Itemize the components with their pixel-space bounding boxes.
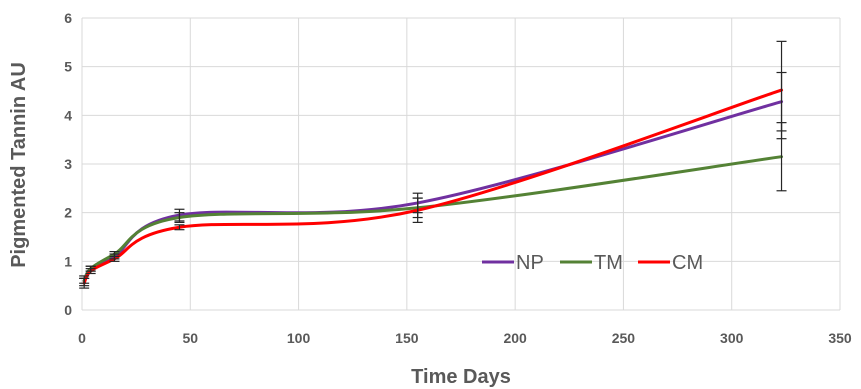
series-line-cm <box>82 88 784 285</box>
x-tick-label: 250 <box>612 330 636 346</box>
series-line-tm <box>82 155 784 283</box>
y-tick-label: 1 <box>64 253 72 269</box>
x-tick-label: 150 <box>395 330 419 346</box>
series-lines <box>82 88 784 285</box>
x-tick-label: 300 <box>720 330 744 346</box>
y-tick-label: 3 <box>64 156 72 172</box>
legend-label: NP <box>516 252 544 274</box>
x-tick-label: 350 <box>828 330 852 346</box>
legend-label: TM <box>594 252 623 274</box>
y-axis-title: Pigmented Tannin AU <box>8 62 30 268</box>
legend-label: CM <box>672 252 703 274</box>
x-tick-label: 200 <box>503 330 527 346</box>
y-tick-label: 5 <box>64 59 72 75</box>
y-tick-label: 2 <box>64 205 72 221</box>
x-tick-label: 0 <box>78 330 86 346</box>
error-bar-cm <box>412 197 423 223</box>
legend: NP TM CM <box>482 252 703 274</box>
error-bar-cm <box>109 255 120 262</box>
error-bar-cm <box>85 268 96 275</box>
error-bar-tm <box>174 212 185 223</box>
y-tick-labels: 0 1 2 3 4 5 6 <box>64 10 72 318</box>
error-bar-cm <box>174 224 185 231</box>
legend-item-np: NP <box>482 252 544 274</box>
error-bar-cm <box>776 40 787 140</box>
x-tick-label: 50 <box>182 330 198 346</box>
y-tick-label: 4 <box>64 107 72 123</box>
x-tick-labels: 0 50 100 150 200 250 300 350 <box>78 330 852 346</box>
error-bars <box>79 40 787 289</box>
y-tick-label: 0 <box>64 302 72 318</box>
error-bar-cm <box>79 277 90 289</box>
legend-item-cm: CM <box>638 252 703 274</box>
legend-item-tm: TM <box>560 252 623 274</box>
x-tick-label: 100 <box>287 330 311 346</box>
y-tick-label: 6 <box>64 10 72 26</box>
x-axis-title: Time Days <box>411 366 511 388</box>
